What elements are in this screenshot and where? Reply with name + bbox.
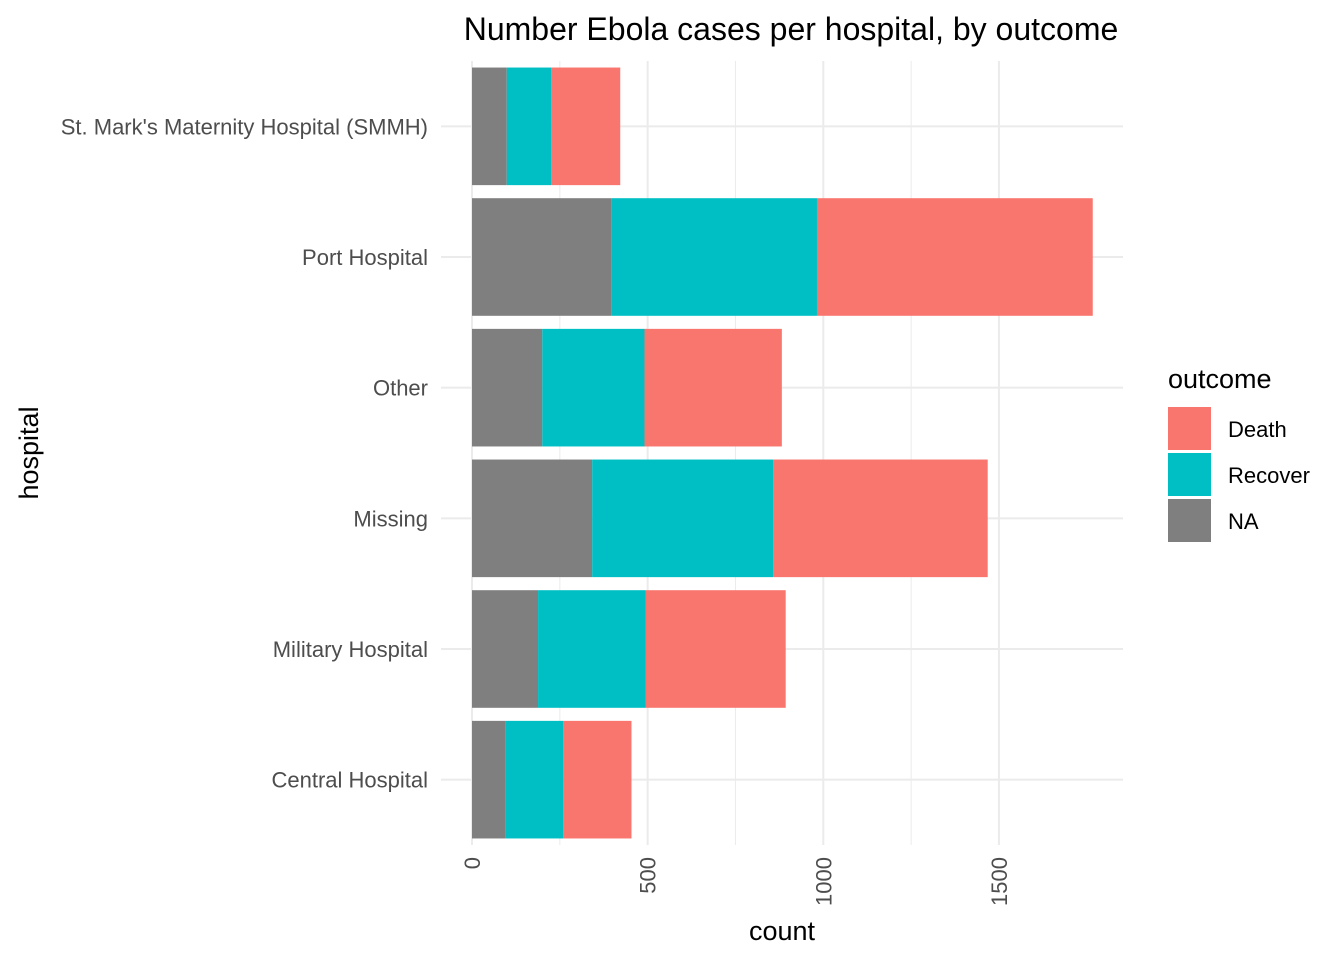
legend-label-death: Death — [1228, 417, 1287, 442]
y-tick-label: Missing — [353, 506, 428, 531]
bar-death — [816, 198, 1093, 316]
legend: outcome Death Recover NA — [1168, 364, 1310, 542]
y-tick-label: St. Mark's Maternity Hospital (SMMH) — [61, 114, 428, 139]
x-tick-label: 0 — [460, 857, 485, 869]
y-tick-labels: Central Hospital Military Hospital Missing… — [61, 114, 428, 792]
bar-death — [551, 67, 621, 186]
bar-recover — [542, 328, 645, 447]
bar-death — [644, 328, 782, 447]
bar-death — [645, 590, 786, 708]
chart-title: Number Ebola cases per hospital, by outc… — [464, 11, 1119, 47]
x-tick-label: 1000 — [811, 857, 836, 906]
bar-na — [472, 459, 593, 578]
legend-key-death — [1168, 407, 1211, 450]
bar-death — [773, 459, 988, 578]
bar-recover — [538, 590, 646, 708]
bar-recover — [592, 459, 774, 578]
legend-title: outcome — [1168, 364, 1272, 394]
bar-recover — [611, 198, 817, 316]
y-tick-label: Port Hospital — [302, 245, 428, 270]
x-tick-label: 1500 — [987, 857, 1012, 906]
bar-na — [472, 198, 612, 316]
legend-label-na: NA — [1228, 509, 1259, 534]
bar-na — [472, 328, 543, 447]
legend-label-recover: Recover — [1228, 463, 1310, 488]
bar-na — [472, 590, 539, 708]
y-tick-label: Military Hospital — [273, 637, 428, 662]
y-axis-label: hospital — [14, 406, 44, 499]
legend-key-na — [1168, 499, 1211, 542]
bar-recover — [505, 720, 564, 839]
x-tick-label: 500 — [636, 857, 661, 894]
bar-death — [563, 720, 632, 839]
bar-recover — [506, 67, 552, 186]
x-tick-labels: 0 500 1000 1500 — [460, 857, 1012, 906]
bar-na — [472, 67, 507, 186]
y-tick-label: Other — [373, 376, 428, 401]
bars — [472, 67, 1093, 839]
bar-na — [472, 720, 506, 839]
x-axis-label: count — [749, 916, 816, 946]
y-tick-label: Central Hospital — [271, 768, 428, 793]
legend-key-recover — [1168, 453, 1211, 496]
